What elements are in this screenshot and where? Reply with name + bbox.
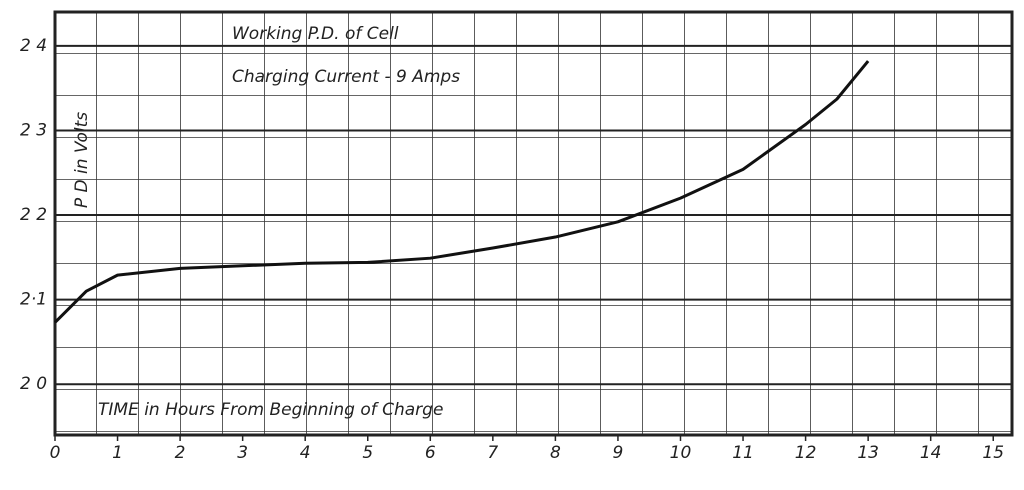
x-tick-label: 0 — [50, 443, 61, 463]
y-tick-label: 2 3 — [20, 120, 47, 140]
x-tick-label: 14 — [920, 443, 942, 463]
x-tick-label: 5 — [362, 443, 373, 463]
y-tick-label: 2·1 — [20, 290, 47, 310]
x-tick-label: 15 — [982, 443, 1004, 463]
annotation: Charging Current - 9 Amps — [232, 67, 460, 87]
x-tick-label: 3 — [237, 443, 248, 463]
x-tick-label: 9 — [613, 443, 624, 463]
x-axis-label: TIME in Hours From Beginning of Charge — [98, 400, 443, 420]
x-tick-label: 13 — [857, 443, 879, 463]
x-tick-label: 10 — [670, 443, 692, 463]
y-tick-label: 2 0 — [20, 374, 47, 394]
x-tick-label: 4 — [300, 443, 311, 463]
y-tick-label: 2 4 — [20, 36, 47, 56]
y-axis-label: P D in Volts — [72, 112, 92, 208]
x-tick-label: 6 — [425, 443, 436, 463]
x-tick-label: 2 — [175, 443, 186, 463]
x-tick-label: 1 — [112, 443, 123, 463]
x-tick-label: 8 — [550, 443, 561, 463]
x-tick-label: 11 — [732, 443, 754, 463]
y-tick-label: 2 2 — [20, 205, 47, 225]
x-tick-label: 12 — [795, 443, 817, 463]
plot-grid — [53, 10, 1014, 437]
annotation: Working P.D. of Cell — [232, 24, 399, 44]
x-tick-label: 7 — [487, 443, 498, 463]
line — [53, 60, 870, 324]
